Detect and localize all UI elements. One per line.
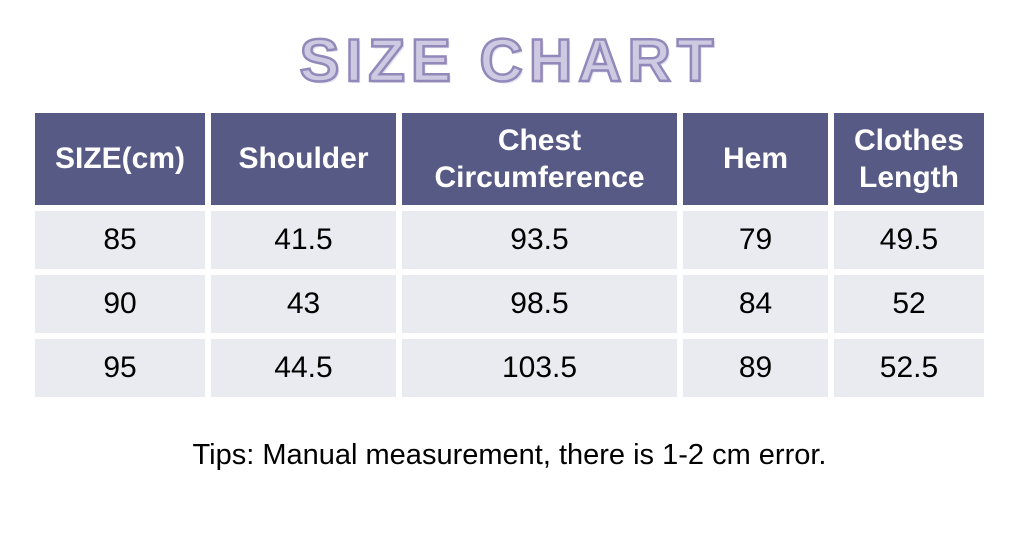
column-header-shoulder: Shoulder (211, 113, 396, 205)
tips-text: Tips: Manual measurement, there is 1-2 c… (192, 439, 827, 471)
table-cell: 90 (35, 275, 205, 333)
table-cell: 93.5 (402, 211, 677, 269)
table-cell: 44.5 (211, 339, 396, 397)
size-table: SIZE(cm) Shoulder Chest Circumference He… (29, 107, 990, 403)
table-row: 90 43 98.5 84 52 (35, 275, 984, 333)
table-cell: 49.5 (834, 211, 984, 269)
column-header-clothes-length: Clothes Length (834, 113, 984, 205)
table-cell: 41.5 (211, 211, 396, 269)
table-row: 95 44.5 103.5 89 52.5 (35, 339, 984, 397)
table-cell: 43 (211, 275, 396, 333)
page-title: SIZE CHART (298, 26, 720, 96)
table-cell: 103.5 (402, 339, 677, 397)
table-header-row: SIZE(cm) Shoulder Chest Circumference He… (35, 113, 984, 205)
table-cell: 84 (683, 275, 828, 333)
column-header-size: SIZE(cm) (35, 113, 205, 205)
column-header-hem: Hem (683, 113, 828, 205)
table-row: 85 41.5 93.5 79 49.5 (35, 211, 984, 269)
table-cell: 95 (35, 339, 205, 397)
table-cell: 52 (834, 275, 984, 333)
table-cell: 89 (683, 339, 828, 397)
table-cell: 79 (683, 211, 828, 269)
column-header-chest-circumference: Chest Circumference (402, 113, 677, 205)
table-cell: 52.5 (834, 339, 984, 397)
table-cell: 98.5 (402, 275, 677, 333)
table-cell: 85 (35, 211, 205, 269)
